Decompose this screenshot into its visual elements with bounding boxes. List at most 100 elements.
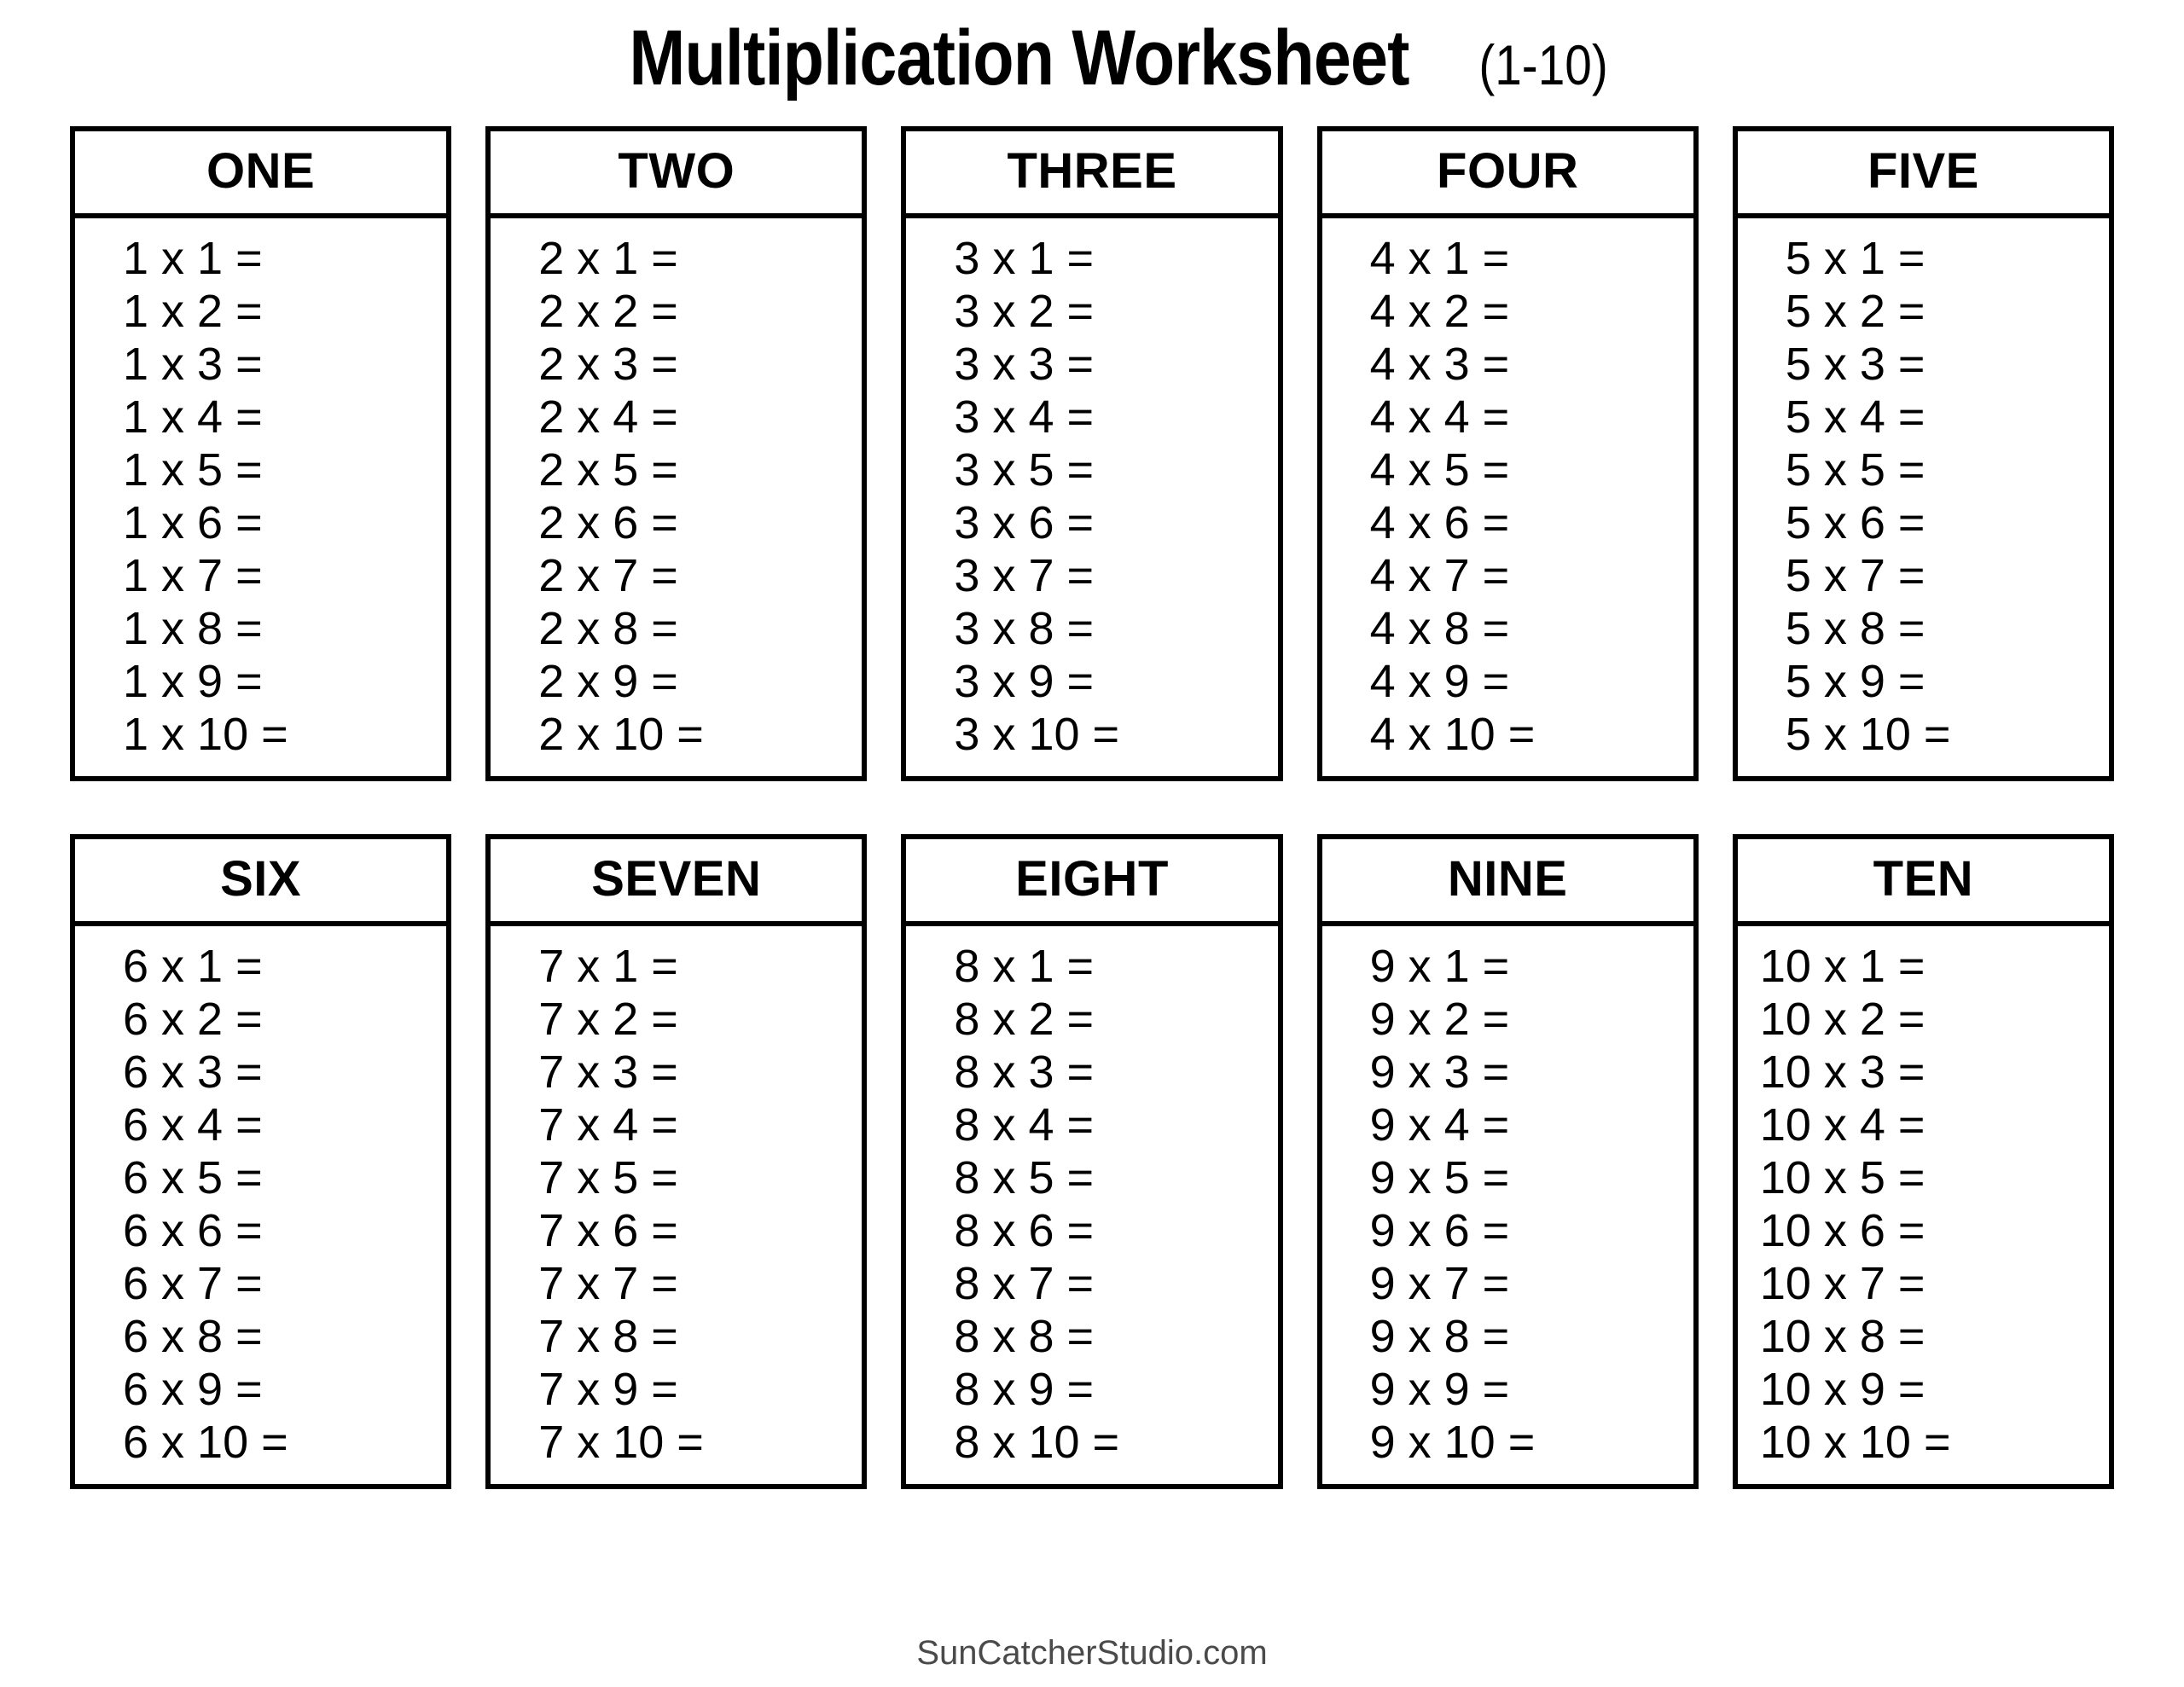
equation-row[interactable]: 5 x 10 = (1785, 709, 1951, 760)
equation-row[interactable]: 3 x 5 = (954, 444, 1095, 496)
equation-row[interactable]: 6 x 10 = (123, 1417, 288, 1468)
equation-row[interactable]: 4 x 9 = (1369, 656, 1510, 707)
equation-row[interactable]: 2 x 4 = (538, 391, 678, 443)
equation-row[interactable]: 5 x 4 = (1785, 391, 1926, 443)
equation-row[interactable]: 9 x 1 = (1369, 941, 1510, 992)
equation-row[interactable]: 7 x 4 = (538, 1099, 678, 1151)
equation-row[interactable]: 4 x 2 = (1369, 286, 1510, 337)
equation-row[interactable]: 7 x 5 = (538, 1152, 678, 1203)
equation-row[interactable]: 3 x 2 = (954, 286, 1095, 337)
equation-row[interactable]: 10 x 1 = (1759, 941, 1926, 992)
equation-row[interactable]: 2 x 9 = (538, 656, 678, 707)
equation-row[interactable]: 8 x 4 = (954, 1099, 1095, 1151)
equation-row[interactable]: 9 x 7 = (1369, 1258, 1510, 1309)
equation-row[interactable]: 5 x 7 = (1785, 550, 1926, 601)
equation-row[interactable]: 10 x 9 = (1759, 1364, 1926, 1415)
equation-row[interactable]: 1 x 9 = (123, 656, 263, 707)
equation-row[interactable]: 2 x 1 = (538, 233, 678, 284)
equation-row[interactable]: 8 x 10 = (954, 1417, 1120, 1468)
equation-row[interactable]: 4 x 5 = (1369, 444, 1510, 496)
equation-row[interactable]: 7 x 8 = (538, 1311, 678, 1362)
equation-row[interactable]: 5 x 1 = (1785, 233, 1926, 284)
equation-row[interactable]: 10 x 4 = (1759, 1099, 1926, 1151)
equation-row[interactable]: 2 x 8 = (538, 603, 678, 654)
equation-row[interactable]: 5 x 2 = (1785, 286, 1926, 337)
equation-row[interactable]: 8 x 3 = (954, 1046, 1095, 1098)
equation-row[interactable]: 6 x 2 = (123, 994, 263, 1045)
equation-row[interactable]: 7 x 10 = (538, 1417, 704, 1468)
equation-row[interactable]: 2 x 5 = (538, 444, 678, 496)
equation-row[interactable]: 1 x 1 = (123, 233, 263, 284)
equation-row[interactable]: 6 x 1 = (123, 941, 263, 992)
equation-row[interactable]: 3 x 1 = (954, 233, 1095, 284)
equation-row[interactable]: 8 x 9 = (954, 1364, 1095, 1415)
equation-row[interactable]: 10 x 10 = (1759, 1417, 1951, 1468)
equation-row[interactable]: 10 x 8 = (1759, 1311, 1926, 1362)
equation-row[interactable]: 1 x 5 = (123, 444, 263, 496)
equation-row[interactable]: 8 x 8 = (954, 1311, 1095, 1362)
equation-row[interactable]: 5 x 9 = (1785, 656, 1926, 707)
equation-row[interactable]: 2 x 10 = (538, 709, 704, 760)
equation-row[interactable]: 3 x 7 = (954, 550, 1095, 601)
equation-row[interactable]: 6 x 3 = (123, 1046, 263, 1098)
equation-row[interactable]: 5 x 8 = (1785, 603, 1926, 654)
equation-row[interactable]: 6 x 9 = (123, 1364, 263, 1415)
equation-row[interactable]: 7 x 2 = (538, 994, 678, 1045)
equation-row[interactable]: 10 x 5 = (1759, 1152, 1926, 1203)
equation-row[interactable]: 8 x 7 = (954, 1258, 1095, 1309)
equation-row[interactable]: 6 x 6 = (123, 1205, 263, 1256)
equation-row[interactable]: 8 x 2 = (954, 994, 1095, 1045)
equation-row[interactable]: 1 x 6 = (123, 497, 263, 548)
equation-row[interactable]: 2 x 6 = (538, 497, 678, 548)
equation-row[interactable]: 4 x 3 = (1369, 339, 1510, 390)
equation-row[interactable]: 1 x 3 = (123, 339, 263, 390)
equation-row[interactable]: 4 x 8 = (1369, 603, 1510, 654)
equation-row[interactable]: 4 x 7 = (1369, 550, 1510, 601)
equation-row[interactable]: 10 x 7 = (1759, 1258, 1926, 1309)
equation-row[interactable]: 6 x 5 = (123, 1152, 263, 1203)
equation-row[interactable]: 4 x 6 = (1369, 497, 1510, 548)
equation-row[interactable]: 8 x 6 = (954, 1205, 1095, 1256)
equation-row[interactable]: 4 x 1 = (1369, 233, 1510, 284)
equation-row[interactable]: 9 x 4 = (1369, 1099, 1510, 1151)
equation-row[interactable]: 9 x 3 = (1369, 1046, 1510, 1098)
equation-row[interactable]: 9 x 8 = (1369, 1311, 1510, 1362)
equation-row[interactable]: 8 x 1 = (954, 941, 1095, 992)
equation-row[interactable]: 4 x 4 = (1369, 391, 1510, 443)
equation-row[interactable]: 5 x 5 = (1785, 444, 1926, 496)
equation-row[interactable]: 3 x 4 = (954, 391, 1095, 443)
equation-row[interactable]: 5 x 3 = (1785, 339, 1926, 390)
equation-row[interactable]: 6 x 7 = (123, 1258, 263, 1309)
equation-row[interactable]: 3 x 8 = (954, 603, 1095, 654)
equation-row[interactable]: 6 x 4 = (123, 1099, 263, 1151)
equation-row[interactable]: 2 x 3 = (538, 339, 678, 390)
equation-row[interactable]: 9 x 10 = (1369, 1417, 1536, 1468)
equation-row[interactable]: 5 x 6 = (1785, 497, 1926, 548)
equation-row[interactable]: 4 x 10 = (1369, 709, 1536, 760)
equation-row[interactable]: 9 x 9 = (1369, 1364, 1510, 1415)
equation-row[interactable]: 9 x 6 = (1369, 1205, 1510, 1256)
equation-row[interactable]: 7 x 1 = (538, 941, 678, 992)
equation-row[interactable]: 1 x 7 = (123, 550, 263, 601)
equation-row[interactable]: 8 x 5 = (954, 1152, 1095, 1203)
equation-row[interactable]: 3 x 10 = (954, 709, 1120, 760)
equation-row[interactable]: 1 x 2 = (123, 286, 263, 337)
equation-row[interactable]: 3 x 3 = (954, 339, 1095, 390)
equation-row[interactable]: 2 x 2 = (538, 286, 678, 337)
equation-row[interactable]: 1 x 10 = (123, 709, 288, 760)
equation-row[interactable]: 7 x 9 = (538, 1364, 678, 1415)
equation-row[interactable]: 7 x 7 = (538, 1258, 678, 1309)
equation-row[interactable]: 7 x 3 = (538, 1046, 678, 1098)
equation-row[interactable]: 3 x 6 = (954, 497, 1095, 548)
equation-row[interactable]: 2 x 7 = (538, 550, 678, 601)
equation-row[interactable]: 1 x 8 = (123, 603, 263, 654)
equation-row[interactable]: 10 x 3 = (1759, 1046, 1926, 1098)
equation-row[interactable]: 3 x 9 = (954, 656, 1095, 707)
equation-row[interactable]: 6 x 8 = (123, 1311, 263, 1362)
equation-row[interactable]: 7 x 6 = (538, 1205, 678, 1256)
equation-row[interactable]: 10 x 2 = (1759, 994, 1926, 1045)
equation-row[interactable]: 10 x 6 = (1759, 1205, 1926, 1256)
equation-row[interactable]: 9 x 2 = (1369, 994, 1510, 1045)
equation-row[interactable]: 1 x 4 = (123, 391, 263, 443)
equation-row[interactable]: 9 x 5 = (1369, 1152, 1510, 1203)
